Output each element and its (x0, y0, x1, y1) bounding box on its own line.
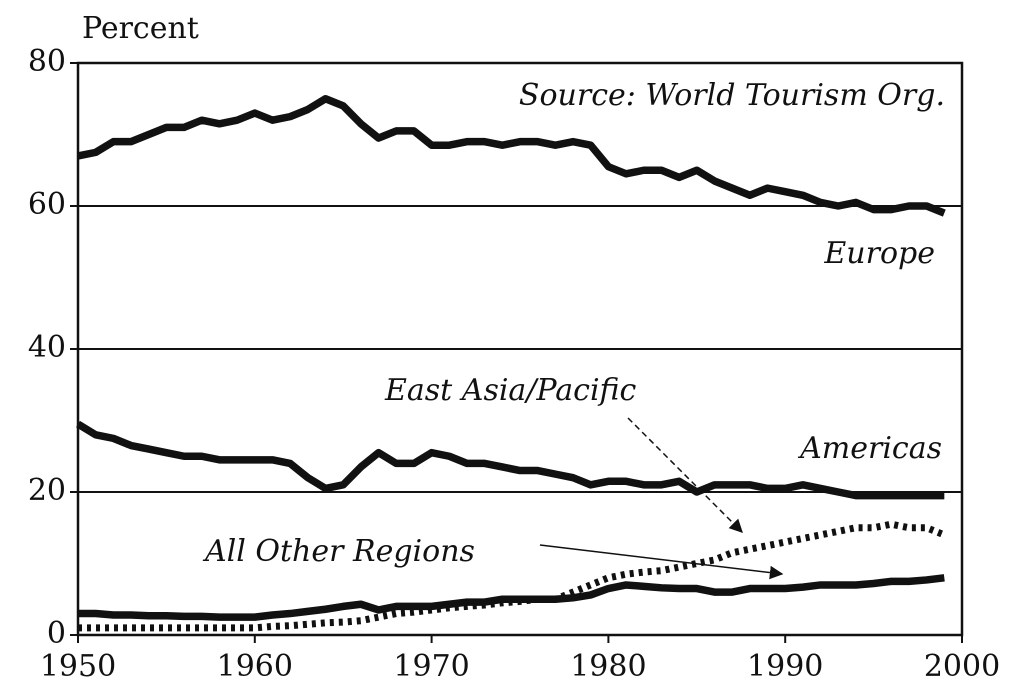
series-label: Americas (797, 431, 942, 466)
y-tick-label: 80 (28, 44, 66, 79)
y-axis-label: Percent (82, 11, 199, 46)
y-tick-label: 0 (47, 616, 66, 651)
series-label: Europe (823, 236, 935, 271)
y-tick-label: 20 (28, 473, 66, 508)
series-line (76, 420, 945, 500)
x-tick-label: 1970 (393, 649, 469, 684)
source-note: Source: World Tourism Org. (519, 78, 945, 113)
y-tick-label: 40 (28, 330, 66, 365)
y-tick-label: 60 (28, 187, 66, 222)
x-tick-label: 1990 (747, 649, 823, 684)
arrow (539, 544, 784, 580)
series-label: All Other Regions (202, 534, 475, 569)
x-tick-label: 1950 (40, 649, 116, 684)
series-label: East Asia/Pacific (384, 373, 637, 408)
series-line (77, 95, 946, 217)
arrow (627, 417, 743, 533)
series-line (78, 574, 945, 621)
x-tick-label: 2000 (924, 649, 1000, 684)
x-tick-label: 1960 (217, 649, 293, 684)
x-tick-label: 1980 (570, 649, 646, 684)
